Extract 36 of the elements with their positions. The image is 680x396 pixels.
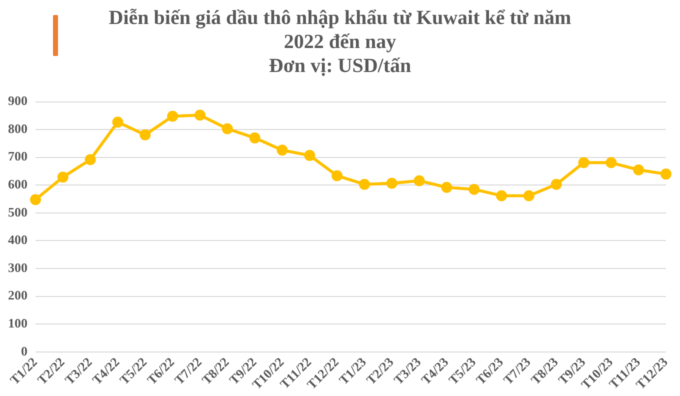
point — [57, 172, 68, 183]
point — [578, 157, 590, 168]
y-tick-label: 800 — [8, 120, 28, 136]
y-tick-label: 400 — [8, 232, 28, 248]
point — [140, 129, 151, 140]
point — [414, 175, 425, 186]
y-tick-label: 500 — [8, 204, 28, 220]
point — [194, 110, 206, 121]
y-tick-label: 0 — [21, 343, 28, 358]
y-tick-label: 100 — [8, 315, 28, 330]
y-tick-label: 900 — [8, 93, 28, 108]
point — [112, 116, 124, 128]
point — [660, 168, 672, 180]
point — [30, 194, 41, 206]
chart-subtitle: Đơn vị: USD/tấn — [268, 54, 412, 78]
point — [222, 123, 233, 134]
point — [167, 110, 178, 122]
point — [496, 190, 507, 202]
y-tick-label: 300 — [8, 260, 28, 275]
point — [550, 178, 562, 190]
point — [84, 154, 96, 166]
point — [441, 182, 452, 193]
point — [468, 184, 480, 195]
point — [523, 190, 534, 202]
point — [386, 178, 398, 189]
point — [249, 132, 260, 144]
y-tick-label: 200 — [8, 288, 28, 303]
point — [358, 178, 370, 190]
point — [633, 164, 644, 176]
point — [304, 150, 316, 161]
y-tick-label: 600 — [8, 176, 28, 192]
point — [276, 144, 288, 156]
chart-title: Diễn biến giá dầu thô nhập khẩu từ Kuwait kể từ năm 2022 đến nay — [108, 6, 572, 54]
point — [606, 157, 617, 168]
y-tick-label: 700 — [8, 148, 28, 164]
point — [332, 170, 343, 182]
